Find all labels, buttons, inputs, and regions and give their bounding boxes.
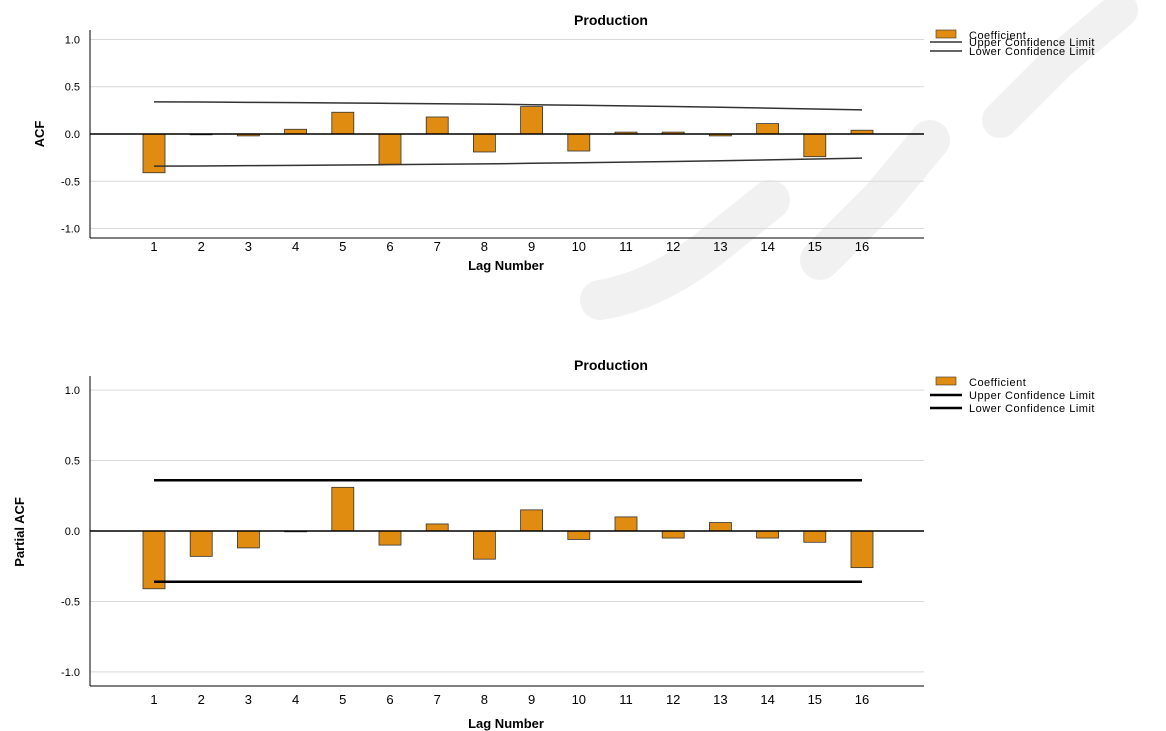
pacf-y-tick-label: 1.0	[65, 385, 80, 397]
pacf-bar	[189, 530, 213, 557]
acf-x-tick-label: 4	[292, 239, 299, 254]
pacf-legend-label-coefficient: Coefficient	[969, 377, 1026, 389]
pacf-legend-label-upper: Upper Confidence Limit	[969, 390, 1095, 402]
acf-y-tick-label: 1.0	[65, 34, 80, 46]
pacf-legend: Coefficient Upper Confidence Limit Lower…	[930, 376, 1095, 415]
pacf-x-tick-label: 4	[292, 692, 299, 707]
pacf-y-tick-label: 0.0	[65, 526, 80, 538]
pacf-bar	[850, 530, 874, 569]
pacf-x-axis-label: Lag Number	[468, 716, 544, 731]
pacf-x-tick-label: 8	[481, 692, 488, 707]
pacf-y-axis-label: Partial ACF	[12, 497, 27, 567]
pacf-x-tick-label: 5	[339, 692, 346, 707]
pacf-bar	[331, 486, 355, 532]
pacf-y-tick-label: -0.5	[61, 596, 80, 608]
pacf-x-tick-label: 10	[572, 692, 586, 707]
pacf-x-tick-label: 2	[198, 692, 205, 707]
acf-x-tick-label: 5	[339, 239, 346, 254]
pacf-chart-title: Production	[574, 357, 648, 373]
acf-y-tick-label: 0.0	[65, 129, 80, 141]
pacf-bar	[142, 530, 166, 590]
acf-bar	[331, 111, 355, 135]
acf-bar	[425, 116, 449, 135]
acf-bar	[803, 133, 827, 158]
acf-chart-title: Production	[574, 12, 648, 28]
acf-bar	[567, 133, 591, 152]
pacf-x-tick-label: 16	[855, 692, 869, 707]
acf-bar	[520, 106, 543, 135]
acf-x-tick-label: 12	[666, 239, 680, 254]
pacf-bar	[661, 530, 685, 539]
pacf-bar	[520, 509, 543, 532]
pacf-y-tick-label: -1.0	[61, 667, 80, 679]
acf-x-tick-label: 11	[619, 239, 633, 254]
pacf-legend-swatch-coefficient	[935, 376, 957, 386]
acf-x-tick-label: 13	[713, 239, 727, 254]
pacf-bar	[803, 530, 827, 543]
acf-chart: Production ACF Lag Number 1.0 0.5 0.0 -0.5 -…	[32, 12, 1095, 273]
pacf-x-tick-label: 6	[386, 692, 393, 707]
acf-x-tick-label: 3	[245, 239, 252, 254]
acf-legend: Coefficient Upper Confidence Limit Lower…	[930, 29, 1095, 58]
pacf-x-tick-label: 15	[808, 692, 822, 707]
acf-bar	[142, 133, 166, 174]
acf-legend-label-coefficient: Coefficient	[969, 30, 1026, 42]
acf-upper-confidence-line	[153, 101, 863, 111]
acf-x-tick-label: 16	[855, 239, 869, 254]
acf-x-tick-label: 1	[150, 239, 157, 254]
pacf-x-tick-label: 1	[150, 692, 157, 707]
pacf-bar	[378, 530, 402, 546]
acf-x-tick-label: 15	[808, 239, 822, 254]
pacf-bar	[756, 530, 779, 539]
acf-legend-label-lower: Lower Confidence Limit	[969, 46, 1095, 58]
pacf-bar	[614, 516, 638, 532]
pacf-x-tick-label: 14	[760, 692, 774, 707]
pacf-x-tick-label: 9	[528, 692, 535, 707]
pacf-x-tick-label: 7	[434, 692, 441, 707]
acf-x-axis-label: Lag Number	[468, 258, 544, 273]
pacf-bar	[709, 522, 732, 532]
acf-x-tick-label: 14	[760, 239, 774, 254]
acf-y-tick-label: -0.5	[61, 176, 80, 188]
pacf-bar	[425, 523, 449, 532]
acf-y-tick-label: -1.0	[61, 224, 80, 236]
acf-x-tick-label: 9	[528, 239, 535, 254]
pacf-bar	[236, 530, 260, 549]
acf-x-tick-label: 10	[572, 239, 586, 254]
pacf-bar	[567, 530, 591, 540]
acf-x-tick-label: 2	[198, 239, 205, 254]
acf-lower-confidence-line	[153, 157, 863, 167]
acf-bar	[756, 123, 779, 135]
acf-x-tick-label: 6	[386, 239, 393, 254]
pacf-y-tick-label: 0.5	[65, 456, 80, 468]
pacf-x-tick-label: 12	[666, 692, 680, 707]
pacf-legend-label-lower: Lower Confidence Limit	[969, 403, 1095, 415]
pacf-chart: Production Partial ACF Lag Number 1.0 0.5…	[12, 357, 1095, 731]
acf-bar	[378, 133, 402, 165]
acf-y-tick-label: 0.5	[65, 82, 80, 94]
pacf-x-tick-label: 11	[619, 692, 633, 707]
pacf-x-tick-label: 13	[713, 692, 727, 707]
acf-x-tick-label: 7	[434, 239, 441, 254]
pacf-x-tick-label: 3	[245, 692, 252, 707]
pacf-bar	[472, 530, 496, 560]
acf-legend-label-upper: Upper Confidence Limit	[969, 37, 1095, 49]
acf-y-axis-label: ACF	[32, 121, 47, 148]
acf-x-tick-label: 8	[481, 239, 488, 254]
acf-bar	[472, 133, 496, 153]
acf-legend-swatch-coefficient	[935, 29, 957, 39]
